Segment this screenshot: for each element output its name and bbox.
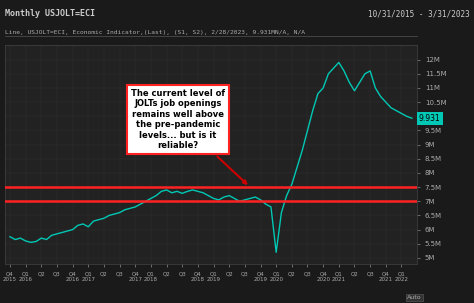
Text: Line, USJOLT=ECI, Economic Indicator,(Last), (S1, S2), 2/28/2023, 9.931MN/A, N/A: Line, USJOLT=ECI, Economic Indicator,(La…: [5, 30, 305, 35]
Text: Auto: Auto: [407, 295, 422, 300]
Text: Monthly USJOLT=ECI: Monthly USJOLT=ECI: [5, 9, 95, 18]
Text: 10/31/2015 - 3/31/2023: 10/31/2015 - 3/31/2023: [367, 9, 469, 18]
Text: The current level of
JOLTs job openings
remains well above
the pre-pandemic
leve: The current level of JOLTs job openings …: [131, 89, 246, 184]
Text: 9.931: 9.931: [419, 114, 441, 123]
